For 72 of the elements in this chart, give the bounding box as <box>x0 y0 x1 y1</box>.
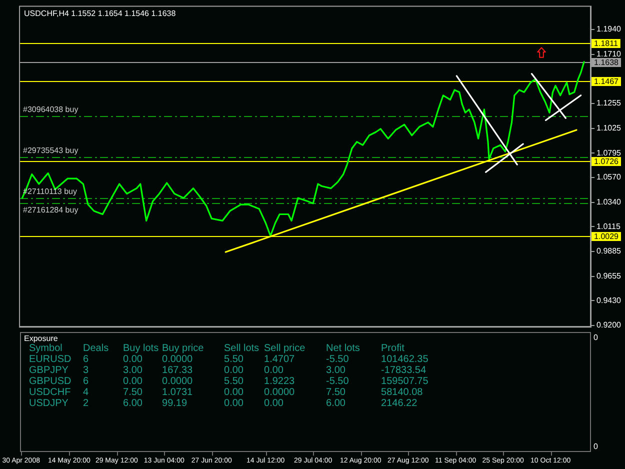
text: 5.50 <box>224 376 244 387</box>
y2-tick-label: 1.0115 <box>596 222 621 231</box>
text: 6.00 <box>123 398 142 409</box>
y2-tick-label: 1.1255 <box>596 98 622 108</box>
y2-tick-label: 1.0340 <box>596 198 622 207</box>
category-label: Sell lots <box>224 342 260 354</box>
text: 5.50 <box>224 354 244 365</box>
category-label: Sell price <box>264 342 306 354</box>
text: 0.00 <box>264 398 284 409</box>
category-label: Net lots <box>326 342 360 354</box>
y2-tick-label: 1.0795 <box>596 148 622 158</box>
text: 0.00 <box>123 376 142 387</box>
y2-tick-label: 1.1710 <box>596 50 622 59</box>
category-label: GBPJPY <box>29 364 68 376</box>
text: 2 <box>83 398 89 409</box>
text: 0.0000 <box>162 376 193 387</box>
text: 7.50 <box>123 386 142 398</box>
category-label: Buy lots <box>123 342 159 354</box>
category-label: Deals <box>83 342 109 354</box>
y2-tick-label: 0.9885 <box>596 246 622 256</box>
category-label: GBPUSD <box>29 376 72 387</box>
text: 0.00 <box>224 386 244 398</box>
category-label: Buy price <box>162 342 204 354</box>
ref-line-label: #30964038 buy <box>23 105 78 114</box>
text: 0.00 <box>224 398 244 409</box>
ref-line-label: 1.1467 <box>594 77 620 86</box>
text: 167.33 <box>162 364 193 376</box>
text: 6 <box>83 376 89 387</box>
y2-tick-label: 1.1025 <box>596 124 622 133</box>
text: 3.00 <box>326 364 346 376</box>
ref-line-label: 1.1638 <box>594 58 620 68</box>
category-label: EURUSD <box>29 354 72 365</box>
y2-tick-label: 0.9200 <box>596 320 622 330</box>
text: 99.19 <box>162 398 188 409</box>
ref-line-label: 1.1811 <box>594 39 618 48</box>
ref-line-label: #29735543 buy <box>23 146 78 156</box>
y2-tick-label: 1.1940 <box>596 24 622 34</box>
text: 0.00 <box>224 364 244 376</box>
text: 0.00 <box>264 364 284 376</box>
text: Exposure <box>24 334 58 343</box>
ref-line-label: 1.0029 <box>594 232 620 242</box>
category-label: USDJPY <box>29 398 68 409</box>
text: 1.4707 <box>264 354 295 365</box>
y2-tick-label: 1.0570 <box>596 172 622 182</box>
text: 1.9223 <box>264 376 295 387</box>
text: 3.00 <box>123 364 142 376</box>
text: 159507.75 <box>381 376 428 387</box>
text: 6.00 <box>326 398 346 409</box>
text: 2146.22 <box>381 398 418 409</box>
text: -5.50 <box>326 354 349 365</box>
text: 0.0000 <box>162 354 193 365</box>
text: 0 <box>594 332 598 342</box>
text: -17833.54 <box>381 364 426 376</box>
text: 1.0731 <box>162 386 193 398</box>
text: 101462.35 <box>381 354 428 365</box>
category-label: Profit <box>381 342 404 354</box>
text: 58140.08 <box>381 386 423 398</box>
text: 0.0000 <box>264 386 295 398</box>
y2-tick-label: 0.9655 <box>596 272 622 281</box>
chart-title: USDCHF,H4 1.1552 1.1654 1.1546 1.1638 <box>24 9 176 18</box>
ref-line-label: #27161284 buy <box>23 206 78 215</box>
y2-tick-label: 0.9430 <box>596 296 622 305</box>
text: 4 <box>83 386 89 398</box>
text: 0.00 <box>123 354 142 365</box>
text: 3 <box>83 364 89 376</box>
category-label: USDCHF <box>29 386 71 398</box>
text: 6 <box>83 354 89 365</box>
text: 0 <box>594 442 598 451</box>
text: Symbol <box>29 342 62 354</box>
text: 7.50 <box>326 386 346 398</box>
text: -5.50 <box>326 376 349 387</box>
ref-line-label: 1.0726 <box>594 157 620 166</box>
